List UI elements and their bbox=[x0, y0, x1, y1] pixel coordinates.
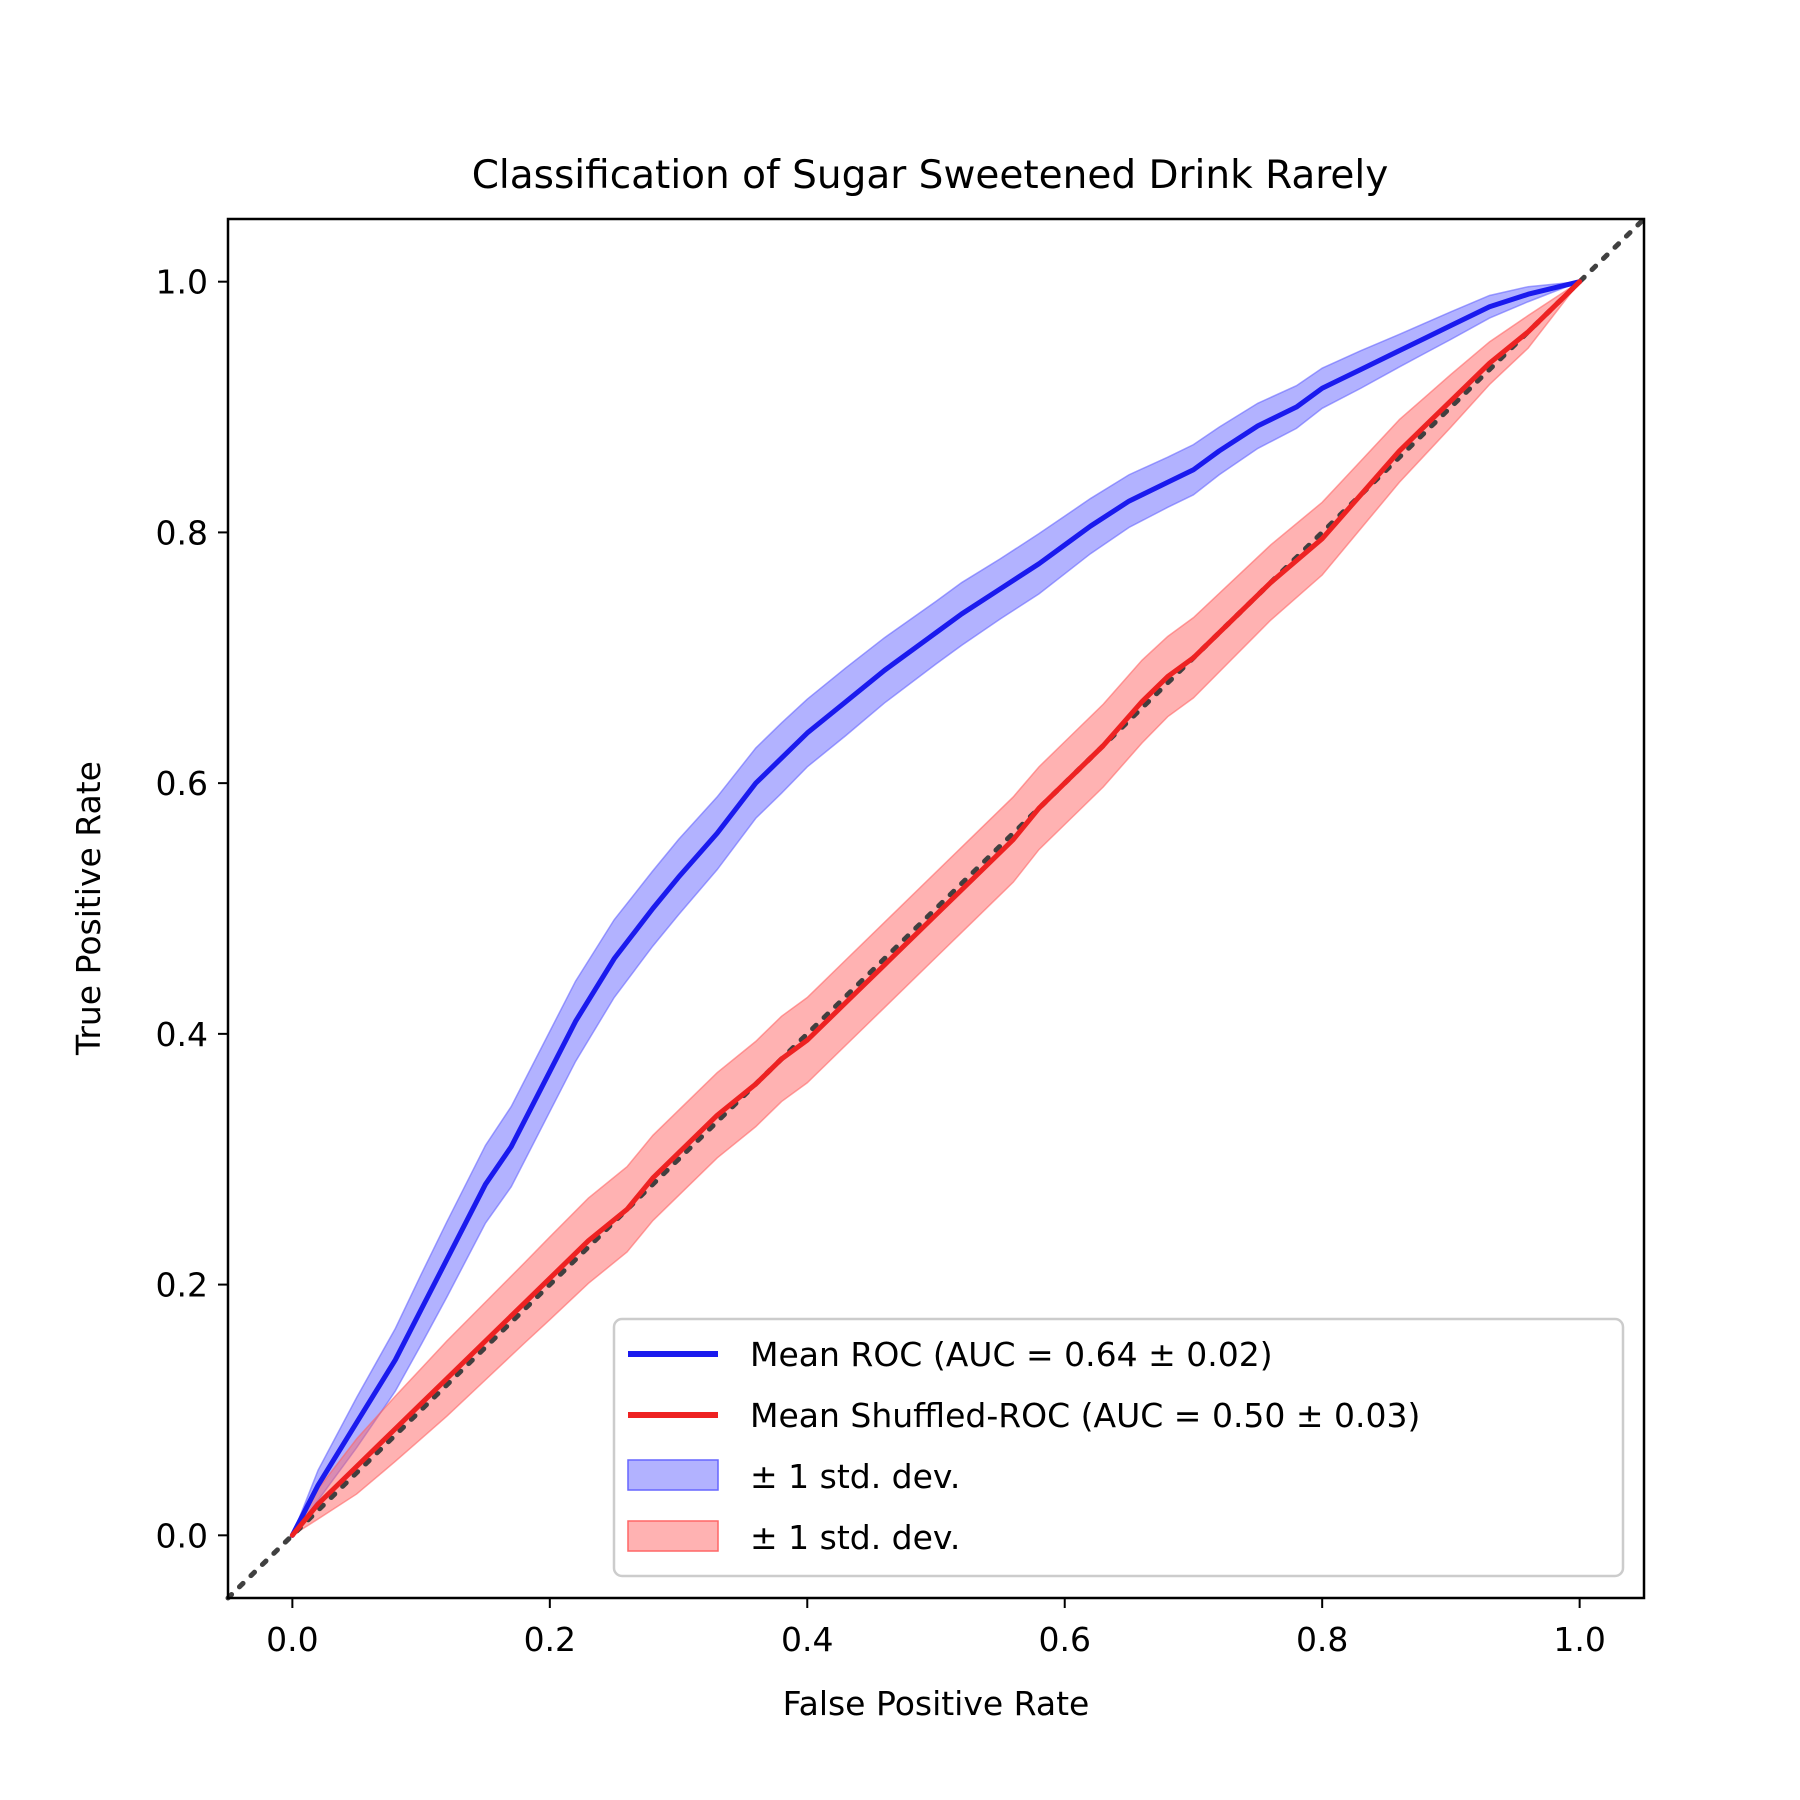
axis-ticks: 0.0 0.2 0.4 0.6 0.8 1.0 0.0 0.2 0.4 0.6 0.8 1.0 bbox=[156, 263, 1606, 1659]
y-tick-label: 0.4 bbox=[156, 1015, 208, 1054]
legend-label-mean-roc: Mean ROC (AUC = 0.64 ± 0.02) bbox=[750, 1335, 1273, 1374]
x-axis-label: False Positive Rate bbox=[783, 1684, 1090, 1723]
y-axis-label: True Positive Rate bbox=[69, 761, 108, 1056]
x-tick-label: 0.4 bbox=[781, 1620, 833, 1659]
chart-title: Classification of Sugar Sweetened Drink … bbox=[472, 153, 1389, 198]
x-tick-label: 0.0 bbox=[266, 1620, 318, 1659]
legend-label-mean-shuffled-roc: Mean Shuffled-ROC (AUC = 0.50 ± 0.03) bbox=[750, 1396, 1420, 1435]
x-tick-label: 0.6 bbox=[1038, 1620, 1090, 1659]
plot-frame bbox=[226, 217, 1646, 1600]
series-lines bbox=[225, 216, 1647, 1601]
x-tick-label: 0.2 bbox=[524, 1620, 576, 1659]
legend-label-red-band: ± 1 std. dev. bbox=[750, 1518, 960, 1557]
y-tick-label: 0.6 bbox=[156, 764, 208, 803]
chance-diagonal-line bbox=[225, 216, 1647, 1601]
y-tick-label: 0.8 bbox=[156, 513, 208, 552]
x-tick-label: 1.0 bbox=[1553, 1620, 1605, 1659]
legend-swatch-blue-band bbox=[627, 1459, 719, 1491]
legend-label-blue-band: ± 1 std. dev. bbox=[750, 1457, 960, 1496]
y-tick-label: 0.0 bbox=[156, 1516, 208, 1555]
x-tick-label: 0.8 bbox=[1296, 1620, 1348, 1659]
series-line-mean-roc bbox=[289, 279, 1583, 1538]
legend-box bbox=[612, 1317, 1625, 1578]
series-line-mean-shuffled-roc bbox=[289, 279, 1583, 1538]
y-tick-label: 0.2 bbox=[156, 1266, 208, 1305]
y-tick-label: 1.0 bbox=[156, 263, 208, 302]
legend-swatch-red-band bbox=[627, 1520, 719, 1552]
legend: Mean ROC (AUC = 0.64 ± 0.02) Mean Shuffl… bbox=[612, 1317, 1625, 1578]
